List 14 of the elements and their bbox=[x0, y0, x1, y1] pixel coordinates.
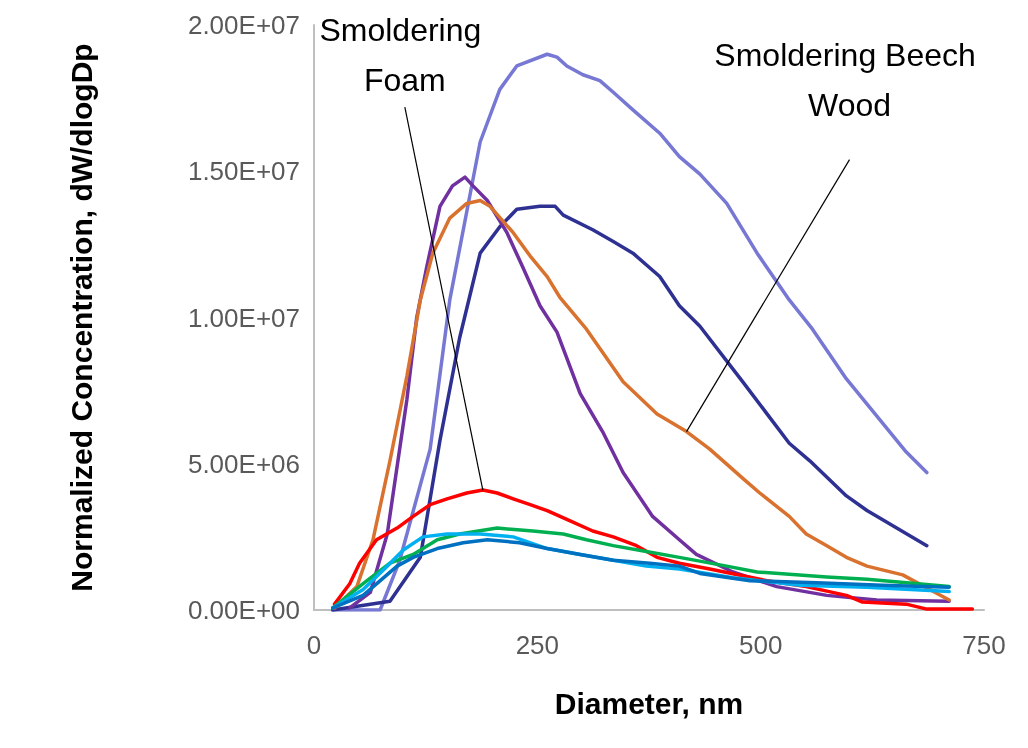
line-series bbox=[332, 488, 975, 611]
y-tick-label: 2.00E+07 bbox=[187, 10, 300, 40]
y-axis-title: Normalized Concentration, dW/dlogDp bbox=[64, 43, 98, 592]
x-tick-label: 750 bbox=[962, 630, 1006, 660]
annotation: Smoldering Foam bbox=[319, 12, 491, 99]
y-tick-label: 0.00E+00 bbox=[187, 595, 300, 625]
x-tick-label: 250 bbox=[515, 630, 560, 660]
x-tick-label: 500 bbox=[738, 630, 783, 660]
x-axis-title: Diameter, nm bbox=[554, 686, 744, 720]
y-tick-label: 1.50E+07 bbox=[187, 156, 300, 187]
x-tick-label: 0 bbox=[306, 630, 322, 660]
y-tick-label: 1.00E+07 bbox=[187, 302, 300, 333]
y-tick-label: 5.00E+06 bbox=[187, 448, 300, 479]
annotation: Smoldering Beech Wood bbox=[714, 36, 985, 123]
